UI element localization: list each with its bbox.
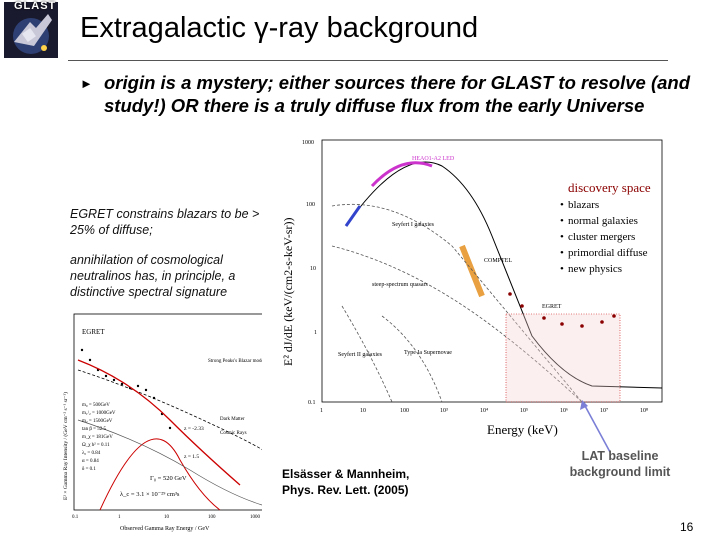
svg-text:tan β = 52.5: tan β = 52.5 — [82, 427, 106, 432]
lat-arrow-icon — [583, 403, 611, 453]
discovery-item: cluster mergers — [568, 231, 635, 243]
svg-text:1: 1 — [118, 515, 121, 520]
svg-text:λ₀ = 0.84: λ₀ = 0.84 — [82, 451, 101, 456]
right-heao-label: HEAO1-A2 LED — [412, 156, 455, 162]
discovery-region — [505, 313, 621, 403]
right-ylabel: E² dJ/dE (keV/(cm2-s-keV-sr)) — [281, 218, 295, 366]
left-z-label-2: z = 1.5 — [184, 454, 199, 460]
right-total-curve — [345, 161, 663, 389]
svg-text:0.1: 0.1 — [72, 515, 79, 520]
left-cr-curve — [77, 419, 263, 506]
svg-text:Cosmic Rays: Cosmic Rays — [220, 431, 247, 436]
svg-text:m₁/₂ = 1000GeV: m₁/₂ = 1000GeV — [82, 411, 116, 416]
left-z-label-1: z = -2.33 — [184, 426, 204, 432]
svg-text:m_χ = 181GeV: m_χ = 181GeV — [82, 435, 113, 440]
svg-text:•: • — [560, 263, 564, 275]
right-seyfert1-curve — [331, 203, 583, 403]
left-xlabel: Observed Gamma Ray Energy / GeV — [120, 526, 210, 532]
svg-text:m₂ = 1500GeV: m₂ = 1500GeV — [82, 419, 113, 424]
svg-text:1: 1 — [314, 330, 317, 336]
logo-text: GLAST — [14, 0, 57, 12]
svg-text:10⁴: 10⁴ — [480, 408, 488, 414]
right-low-energy-data — [344, 205, 362, 227]
right-y-ticks: 1000 100 10 1 0.1 — [302, 140, 317, 406]
lat-arrowhead-icon — [580, 400, 588, 410]
left-total-curve — [77, 359, 241, 486]
left-dm-formula-2: λ_c = 3.1 × 10⁻²⁹ cm³s — [120, 491, 180, 498]
svg-text:•: • — [560, 199, 564, 211]
note-egret-constraint: EGRET constrains blazars to be > 25% of … — [70, 207, 260, 237]
right-comptel-label: COMPTEL — [484, 258, 512, 264]
svg-text:10⁷: 10⁷ — [600, 408, 608, 414]
right-plot-frame — [321, 139, 663, 403]
right-x-ticks: 1 10 100 10³ 10⁴ 10⁵ 10⁶ 10⁷ 10⁸ — [320, 408, 648, 414]
svg-text:10⁶: 10⁶ — [560, 408, 568, 414]
title-divider — [68, 60, 668, 61]
right-seyfert2-label: Seyfert II galaxies — [338, 351, 383, 358]
bullet-text: origin is a mystery; either sources ther… — [104, 72, 690, 116]
left-dm-curve — [99, 438, 221, 511]
right-comptel-data — [459, 244, 485, 298]
citation-journal: Phys. Rev. Lett. (2005) — [282, 483, 409, 497]
svg-text:•: • — [560, 215, 564, 227]
discovery-item: normal galaxies — [568, 215, 638, 227]
left-ylabel: E² × Gamma Ray Intensity / (GeV cm⁻² s⁻¹… — [62, 392, 69, 500]
svg-text:•: • — [560, 231, 564, 243]
right-type1a-curve — [381, 315, 443, 403]
page-number: 16 — [680, 520, 694, 534]
svg-text:δ = 0.1: δ = 0.1 — [82, 467, 96, 472]
right-heao-data — [370, 161, 433, 188]
left-params: m₀ = 500GeV m₁/₂ = 1000GeV m₂ = 1500GeV … — [82, 403, 116, 472]
svg-text:10⁵: 10⁵ — [520, 408, 528, 414]
lat-baseline-label: LAT baseline background limit — [569, 449, 671, 479]
citation-authors: Elsässer & Mannheim, — [282, 467, 410, 481]
left-spectrum-figure: E² × Gamma Ray Intensity / (GeV cm⁻² s⁻¹… — [60, 310, 272, 538]
glast-logo — [4, 2, 58, 58]
svg-text:0.1: 0.1 — [308, 400, 316, 406]
left-legend: Strong Peaks's Blazar model Dark Matter … — [208, 359, 266, 436]
svg-text:Strong Peaks's Blazar model: Strong Peaks's Blazar model — [208, 359, 266, 364]
slide-title: Extragalactic γ-ray background — [80, 12, 479, 44]
discovery-heading: discovery space — [568, 180, 651, 195]
svg-text:1000: 1000 — [302, 140, 314, 146]
svg-text:Dark Matter: Dark Matter — [220, 417, 245, 422]
svg-text:1000: 1000 — [250, 515, 261, 520]
right-seyfert2-curve — [341, 305, 393, 403]
discovery-item: primordial diffuse — [568, 247, 648, 259]
svg-text:10: 10 — [310, 266, 316, 272]
svg-text:100: 100 — [208, 515, 216, 520]
citation: Elsässer & Mannheim, Phys. Rev. Lett. (2… — [282, 466, 409, 498]
svg-text:1: 1 — [320, 408, 323, 414]
right-seyfert1-label: Seyfert I galaxies — [392, 221, 435, 228]
right-spectrum-figure: E² dJ/dE (keV/(cm2-s-keV-sr)) 1000 100 1… — [262, 136, 682, 522]
discovery-item: blazars — [568, 199, 599, 211]
right-type1a-label: Type Ia Supernovae — [404, 350, 452, 356]
svg-text:•: • — [560, 247, 564, 259]
svg-text:100: 100 — [306, 202, 315, 208]
left-dm-formula-1: Γ₀ = 520 GeV — [150, 475, 187, 482]
left-x-ticks: 0.1 1 10 100 1000 — [72, 515, 261, 520]
note-neutralino: annihilation of cosmological neutralinos… — [70, 253, 236, 299]
right-steep-curve — [331, 245, 583, 403]
svg-text:10: 10 — [360, 408, 366, 414]
right-xlabel: Energy (keV) — [487, 422, 558, 437]
right-egret-points — [508, 292, 616, 328]
discovery-item: new physics — [568, 263, 622, 275]
svg-text:10: 10 — [164, 515, 170, 520]
svg-text:Ω_χ h² = 0.11: Ω_χ h² = 0.11 — [82, 442, 110, 448]
svg-text:α = 0.84: α = 0.84 — [82, 459, 99, 464]
svg-text:10⁸: 10⁸ — [640, 408, 648, 414]
bullet-arrow-icon: ► — [80, 76, 93, 91]
discovery-list: • blazars • normal galaxies • cluster merge… — [560, 199, 648, 275]
right-steep-label: steep-spectrum quasars — [372, 282, 428, 288]
svg-text:100: 100 — [400, 408, 409, 414]
right-egret-label: EGRET — [542, 304, 562, 310]
left-egret-label: EGRET — [82, 328, 105, 336]
svg-text:m₀ = 500GeV: m₀ = 500GeV — [82, 403, 110, 408]
svg-text:10³: 10³ — [440, 408, 448, 414]
